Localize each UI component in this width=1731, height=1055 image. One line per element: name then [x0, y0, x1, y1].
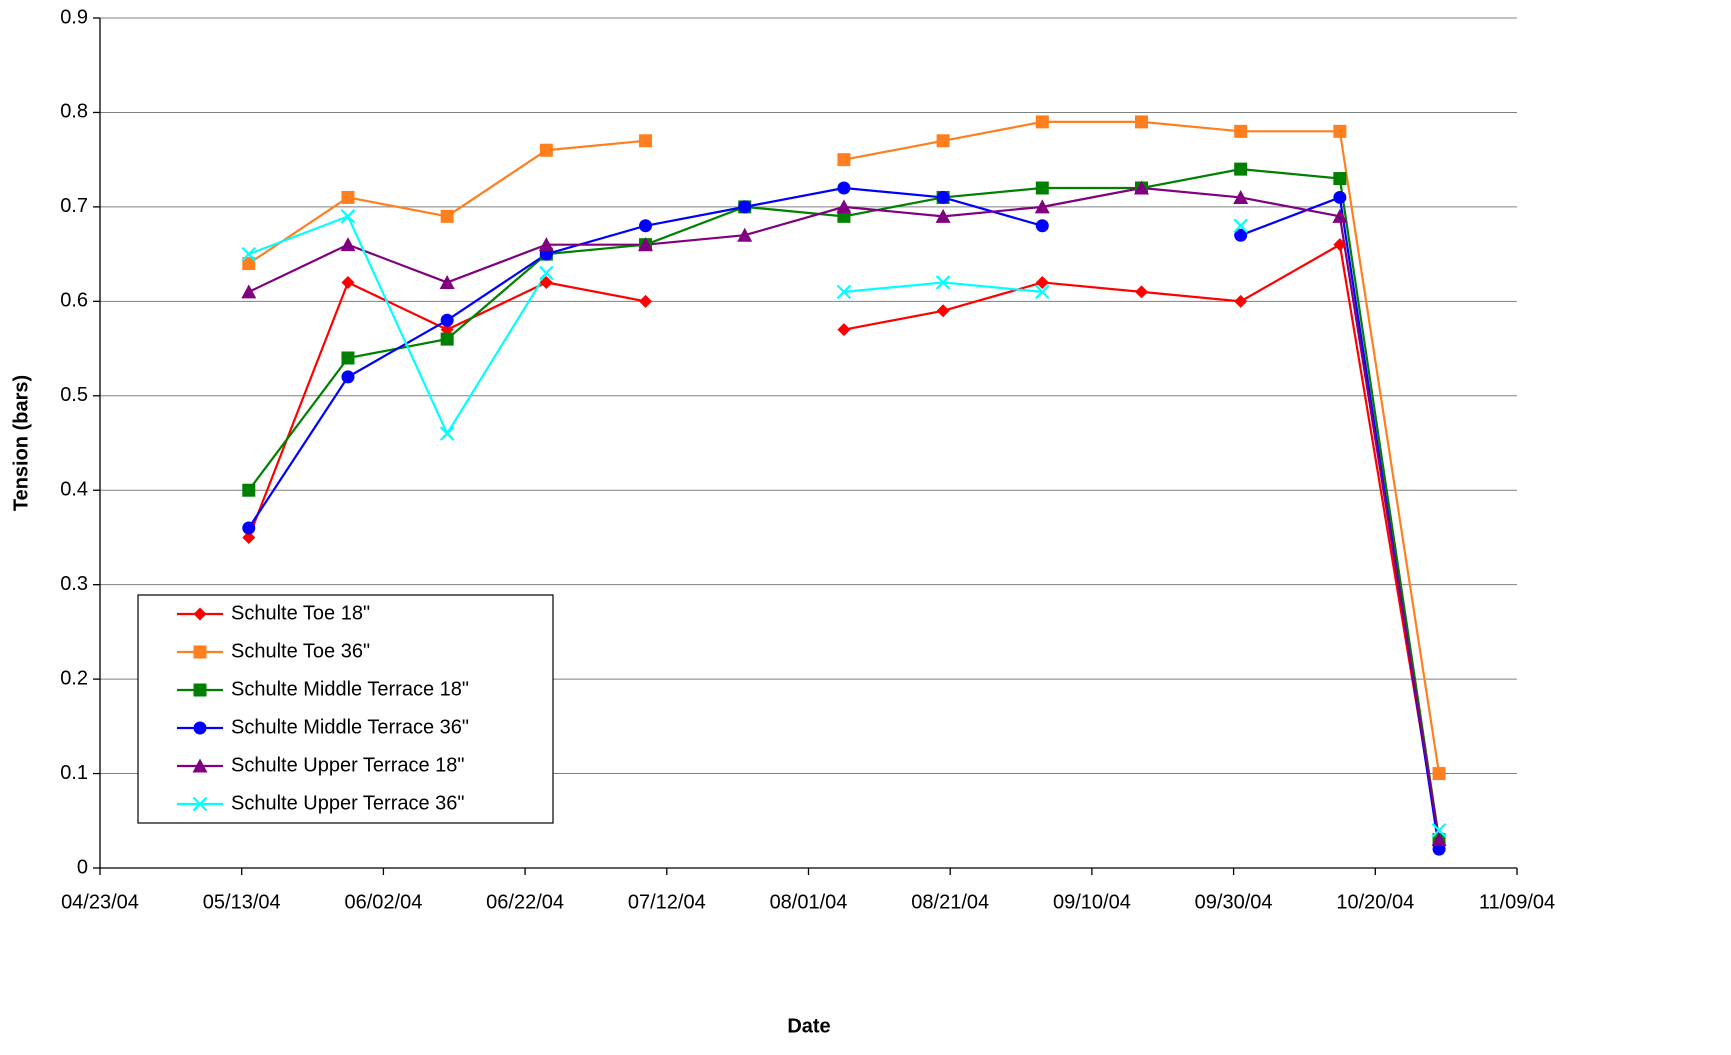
x-tick-label: 10/20/04 [1336, 891, 1414, 913]
y-tick-label: 0.2 [60, 667, 88, 689]
legend-marker [193, 645, 207, 659]
marker [1034, 199, 1050, 214]
marker [1035, 181, 1049, 195]
marker [639, 219, 653, 233]
marker [242, 257, 256, 271]
marker [439, 426, 455, 441]
marker [837, 323, 851, 337]
marker [1234, 294, 1248, 308]
x-tick-label: 07/12/04 [628, 891, 706, 913]
marker [936, 134, 950, 148]
marker [1332, 208, 1348, 223]
marker [242, 483, 256, 497]
y-tick-label: 0.3 [60, 573, 88, 595]
marker [737, 227, 753, 242]
legend-label: Schulte Upper Terrace 18" [231, 754, 465, 776]
x-tick-label: 09/30/04 [1195, 891, 1273, 913]
marker [1035, 115, 1049, 129]
marker [242, 521, 256, 535]
x-axis-title: Date [787, 1015, 830, 1037]
marker [1333, 190, 1347, 204]
marker [341, 190, 355, 204]
y-tick-label: 0.4 [60, 479, 88, 501]
marker [340, 209, 356, 224]
marker [935, 208, 951, 223]
marker [837, 153, 851, 167]
x-tick-label: 05/13/04 [203, 891, 281, 913]
marker [440, 332, 454, 346]
y-tick-label: 0.7 [60, 195, 88, 217]
marker [341, 370, 355, 384]
marker [1233, 218, 1248, 234]
marker [440, 209, 454, 223]
marker [1333, 238, 1347, 252]
marker [1134, 115, 1148, 129]
marker [1233, 189, 1249, 204]
legend-marker [193, 607, 207, 621]
x-tick-label: 08/21/04 [911, 891, 989, 913]
y-tick-label: 0.8 [60, 101, 88, 123]
y-tick-label: 0 [77, 856, 88, 878]
marker [1134, 285, 1148, 299]
marker [638, 237, 654, 252]
x-tick-label: 06/22/04 [486, 891, 564, 913]
marker [538, 237, 554, 252]
marker [935, 275, 951, 290]
x-tick-label: 08/01/04 [770, 891, 848, 913]
legend-marker [192, 796, 208, 812]
marker [936, 190, 950, 204]
marker [639, 134, 653, 148]
marker [837, 181, 851, 195]
marker [1234, 124, 1248, 138]
marker [738, 200, 752, 214]
x-tick-label: 06/02/04 [344, 891, 422, 913]
marker [1133, 180, 1149, 195]
y-tick-label: 0.1 [60, 762, 88, 784]
y-tick-label: 0.5 [60, 384, 88, 406]
legend-marker [192, 758, 208, 773]
legend-label: Schulte Middle Terrace 18" [231, 678, 469, 700]
x-tick-label: 09/10/04 [1053, 891, 1131, 913]
marker [1431, 822, 1447, 838]
marker [836, 199, 852, 214]
marker [341, 275, 355, 289]
marker [1432, 767, 1446, 781]
legend-label: Schulte Toe 36" [231, 640, 370, 662]
marker [539, 143, 553, 157]
marker [242, 530, 256, 544]
marker [1035, 275, 1049, 289]
legend-marker [193, 721, 207, 735]
marker [440, 313, 454, 327]
marker [439, 274, 455, 289]
marker [241, 246, 257, 262]
marker [936, 304, 950, 318]
marker [1035, 219, 1049, 233]
legend-marker [193, 683, 207, 697]
marker [836, 284, 852, 300]
marker [341, 351, 355, 365]
marker [1035, 284, 1050, 300]
marker [340, 237, 356, 252]
y-tick-label: 0.9 [60, 6, 88, 28]
marker [539, 275, 553, 289]
marker [1234, 228, 1248, 242]
marker [1431, 832, 1447, 847]
y-tick-label: 0.6 [60, 290, 88, 312]
legend: Schulte Toe 18" Schulte Toe 36" Schulte Mi… [137, 594, 554, 824]
marker [539, 265, 554, 281]
marker [241, 284, 257, 299]
legend-label: Schulte Middle Terrace 36" [231, 716, 469, 738]
marker [1333, 172, 1347, 186]
marker [1333, 124, 1347, 138]
marker [1234, 162, 1248, 176]
legend-box [137, 594, 554, 824]
x-tick-label: 04/23/04 [61, 891, 139, 913]
legend-label: Schulte Toe 18" [231, 602, 370, 624]
x-tick-label: 11/09/04 [1479, 891, 1555, 913]
legend-label: Schulte Upper Terrace 36" [231, 792, 465, 814]
marker [639, 294, 653, 308]
y-axis-title: Tension (bars) [10, 375, 32, 511]
